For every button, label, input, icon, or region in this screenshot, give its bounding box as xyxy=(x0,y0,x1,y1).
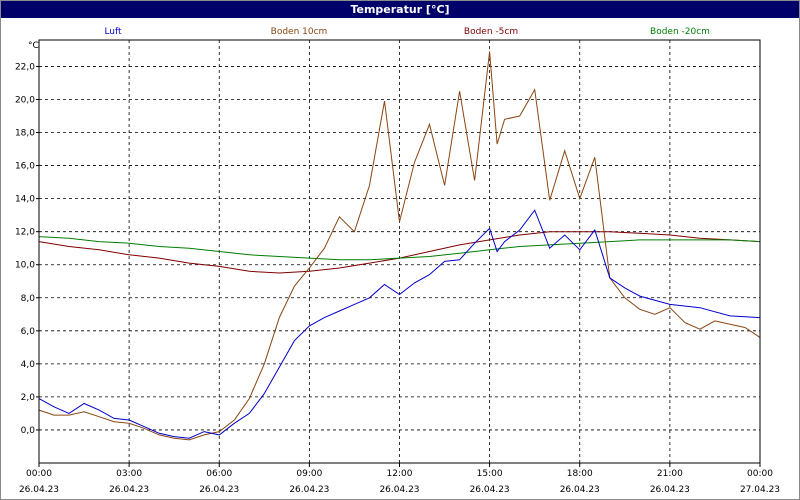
y-tick-label: 6,0 xyxy=(21,327,36,337)
y-tick-label: 8,0 xyxy=(21,294,36,304)
y-tick-label: 12,0 xyxy=(15,228,35,238)
grid xyxy=(36,40,761,467)
y-axis-unit: °C xyxy=(28,41,39,51)
x-tick-date: 26.04.23 xyxy=(289,485,329,495)
y-tick-label: 0,0 xyxy=(21,426,36,436)
series-line xyxy=(38,51,761,441)
legend: Luft Boden 10cm Boden -5cm Boden -20cm xyxy=(104,27,710,37)
x-tick-time: 06:00 xyxy=(206,469,232,479)
plot-frame xyxy=(38,39,761,464)
x-tick-date: 26.04.23 xyxy=(109,485,149,495)
x-tick-time: 03:00 xyxy=(116,469,142,479)
x-tick-time: 00:00 xyxy=(747,469,773,479)
y-tick-label: 2,0 xyxy=(21,393,36,403)
x-tick-date: 26.04.23 xyxy=(650,485,690,495)
legend-entry: Boden -5cm xyxy=(464,27,518,37)
x-tick-date: 26.04.23 xyxy=(560,485,600,495)
x-tick-date: 26.04.23 xyxy=(470,485,510,495)
y-tick-label: 10,0 xyxy=(15,261,35,271)
x-tick-time: 09:00 xyxy=(296,469,322,479)
y-tick-label: 4,0 xyxy=(21,360,36,370)
y-axis-labels: 0,0 2,0 4,0 6,0 8,0 10,0 12,0 14,0 16,0 18,0 20,0 2… xyxy=(15,62,35,436)
window-title: Temperatur [°C] xyxy=(1,1,799,18)
legend-entry: Boden -20cm xyxy=(650,27,710,37)
series-line xyxy=(38,209,761,439)
x-tick-date: 27.04.23 xyxy=(740,485,780,495)
legend-entry: Boden 10cm xyxy=(271,27,328,37)
y-tick-label: 16,0 xyxy=(15,162,35,172)
x-tick-date: 26.04.23 xyxy=(199,485,239,495)
series-lines xyxy=(38,51,761,441)
x-axis-labels: 00:00 26.04.23 03:00 26.04.23 06:00 26.04.23 0… xyxy=(19,469,780,495)
y-tick-label: 14,0 xyxy=(15,195,35,205)
y-tick-label: 20,0 xyxy=(15,95,35,105)
x-tick-date: 26.04.23 xyxy=(379,485,419,495)
x-tick-time: 15:00 xyxy=(477,469,503,479)
x-tick-time: 00:00 xyxy=(26,469,52,479)
x-tick-time: 18:00 xyxy=(567,469,593,479)
y-tick-label: 18,0 xyxy=(15,129,35,139)
x-tick-time: 12:00 xyxy=(387,469,413,479)
legend-entry: Luft xyxy=(104,27,122,37)
x-tick-time: 21:00 xyxy=(657,469,683,479)
y-tick-label: 22,0 xyxy=(15,62,35,72)
x-tick-date: 26.04.23 xyxy=(19,485,59,495)
series-line xyxy=(38,236,761,261)
